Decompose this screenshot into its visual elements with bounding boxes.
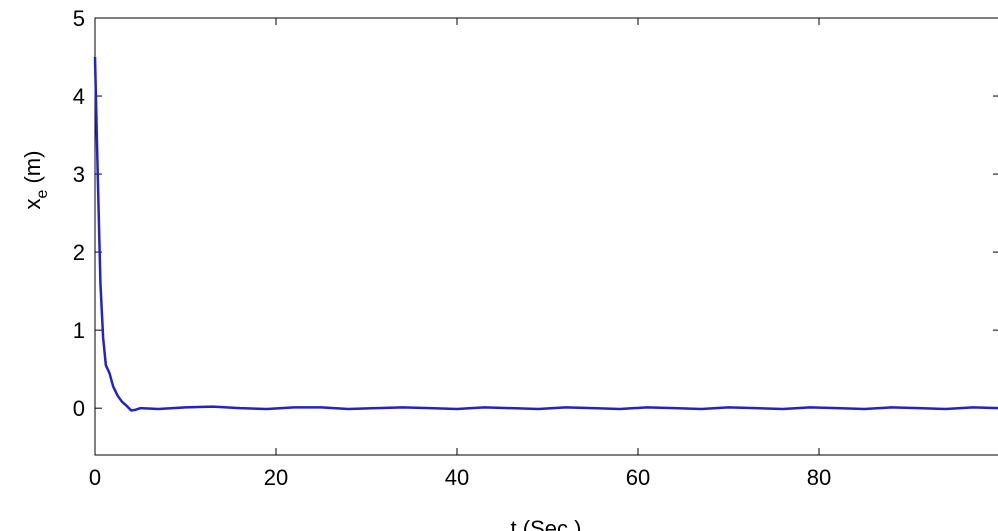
- x-tick-label: 60: [626, 465, 650, 490]
- y-label-subscript: e: [34, 189, 51, 198]
- plot-frame: [94, 17, 998, 456]
- x-axis-label: t (Sec.): [511, 516, 582, 531]
- y-label-main: x: [20, 198, 45, 209]
- y-label-unit: (m): [20, 151, 45, 184]
- y-tick-label: 5: [73, 6, 85, 31]
- y-tick-label: 0: [73, 396, 85, 421]
- x-tick-label: 0: [89, 465, 101, 490]
- y-axis-label: xe (m): [20, 151, 51, 210]
- data-line: [93, 56, 998, 412]
- y-tick-label: 2: [73, 240, 85, 265]
- y-tick-label: 3: [73, 162, 85, 187]
- x-tick-label: 80: [807, 465, 831, 490]
- x-tick-label: 40: [445, 465, 469, 490]
- y-tick-label: 4: [73, 84, 85, 109]
- y-tick-label: 1: [73, 318, 85, 343]
- x-tick-label: 20: [264, 465, 288, 490]
